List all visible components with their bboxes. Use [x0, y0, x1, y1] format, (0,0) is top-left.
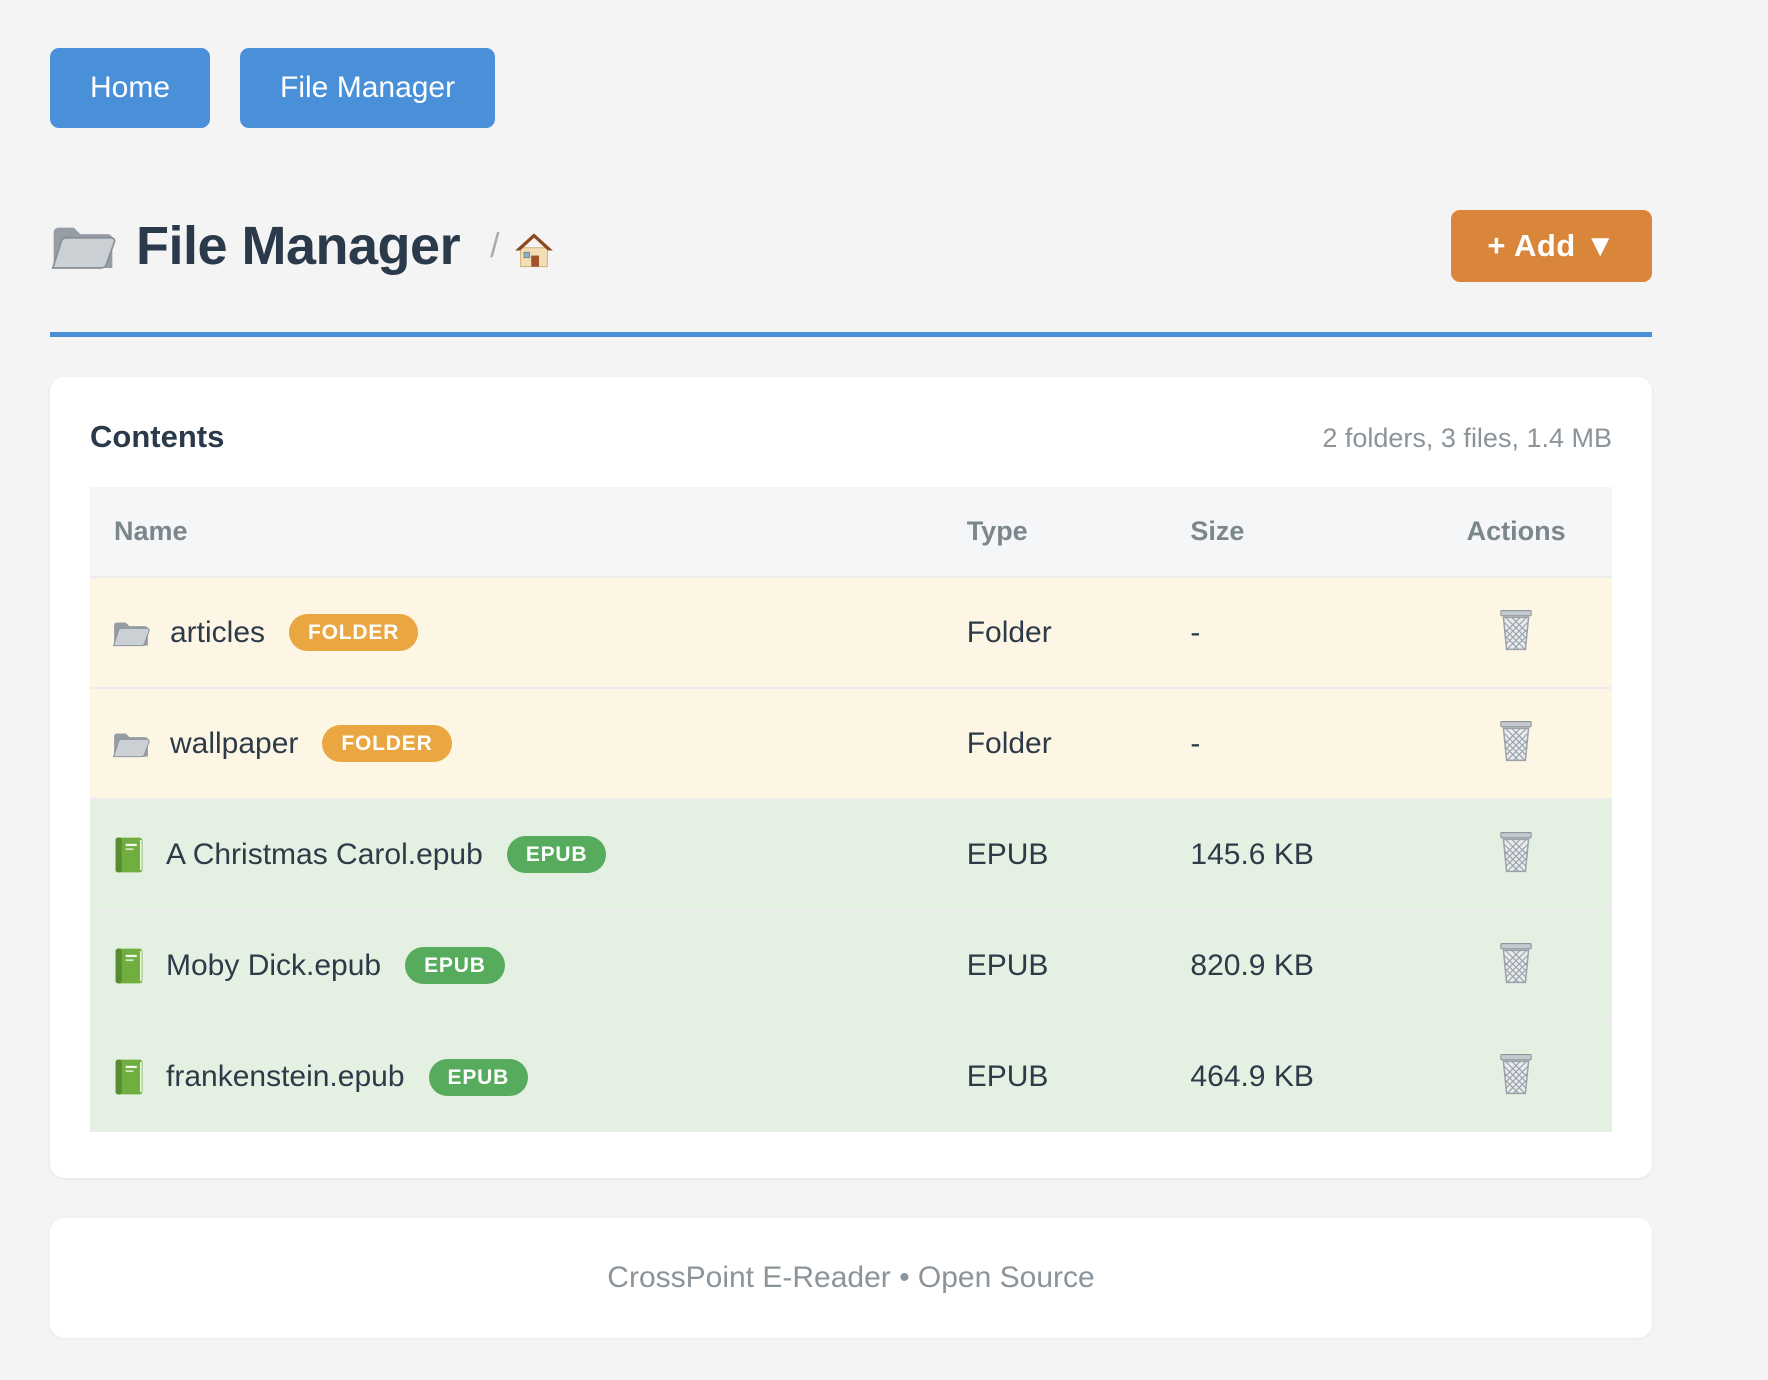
delete-button[interactable] — [1492, 938, 1540, 990]
file-name[interactable]: articles — [170, 615, 266, 649]
type-cell: EPUB — [966, 948, 1049, 982]
column-header-actions: Actions — [1420, 487, 1612, 577]
file-name[interactable]: wallpaper — [170, 726, 299, 760]
table-row[interactable]: A Christmas Carol.epub EPUB EPUB 145.6 K… — [90, 799, 1612, 910]
folder-icon — [113, 732, 150, 757]
type-badge: EPUB — [405, 947, 505, 984]
type-badge: FOLDER — [322, 725, 452, 762]
contents-summary: 2 folders, 3 files, 1.4 MB — [1322, 423, 1612, 453]
divider — [50, 332, 1652, 337]
file-name[interactable]: Moby Dick.epub — [166, 948, 382, 982]
trash-icon — [1496, 609, 1536, 653]
page: Home File Manager File Manager / + Add ▼… — [50, 0, 1652, 1338]
book-icon — [115, 1059, 143, 1095]
nav-file-manager-button[interactable]: File Manager — [240, 48, 496, 128]
trash-icon — [1496, 1053, 1536, 1097]
delete-button[interactable] — [1492, 716, 1540, 768]
nav-home-button[interactable]: Home — [50, 48, 211, 128]
type-badge: EPUB — [506, 836, 607, 873]
column-header-name: Name — [90, 487, 967, 577]
table-row[interactable]: articles FOLDER Folder - — [90, 577, 1612, 688]
folder-icon — [51, 226, 116, 269]
contents-card: Contents 2 folders, 3 files, 1.4 MB Name… — [50, 377, 1652, 1178]
table-row[interactable]: wallpaper FOLDER Folder - — [90, 688, 1612, 799]
card-title: Contents — [90, 419, 225, 454]
trash-icon — [1496, 831, 1536, 875]
add-button[interactable]: + Add ▼ — [1451, 210, 1652, 282]
size-cell: - — [1190, 726, 1201, 760]
footer: CrossPoint E-Reader • Open Source — [50, 1218, 1652, 1338]
file-table: Name Type Size Actions articles FOLDER F… — [90, 487, 1612, 1132]
column-header-type: Type — [966, 487, 1191, 577]
delete-button[interactable] — [1492, 605, 1540, 657]
delete-button[interactable] — [1492, 827, 1540, 879]
table-row[interactable]: Moby Dick.epub EPUB EPUB 820.9 KB — [90, 910, 1612, 1021]
trash-icon — [1496, 942, 1536, 986]
file-name[interactable]: A Christmas Carol.epub — [166, 837, 483, 871]
type-cell: EPUB — [966, 837, 1049, 871]
page-header: File Manager / + Add ▼ — [50, 210, 1652, 282]
table-row[interactable]: frankenstein.epub EPUB EPUB 464.9 KB — [90, 1021, 1612, 1132]
type-cell: Folder — [966, 615, 1052, 649]
type-cell: EPUB — [966, 1060, 1049, 1093]
type-badge: FOLDER — [289, 614, 419, 651]
table-header-row: Name Type Size Actions — [90, 487, 1612, 577]
table-body: articles FOLDER Folder - wallpaper FOLDE… — [90, 577, 1612, 1132]
footer-text: CrossPoint E-Reader • Open Source — [607, 1261, 1095, 1294]
top-nav: Home File Manager — [50, 48, 1652, 128]
size-cell: 145.6 KB — [1190, 837, 1314, 871]
column-header-size: Size — [1190, 487, 1421, 577]
size-cell: 464.9 KB — [1190, 1060, 1314, 1093]
book-icon — [115, 837, 143, 872]
delete-button[interactable] — [1492, 1049, 1540, 1101]
size-cell: - — [1190, 615, 1201, 649]
home-icon[interactable] — [514, 231, 554, 269]
page-title: File Manager — [136, 216, 461, 276]
type-badge: EPUB — [428, 1058, 529, 1096]
size-cell: 820.9 KB — [1190, 948, 1314, 982]
type-cell: Folder — [966, 726, 1052, 760]
file-name[interactable]: frankenstein.epub — [166, 1060, 405, 1093]
trash-icon — [1496, 720, 1536, 764]
book-icon — [115, 948, 143, 983]
folder-icon — [113, 621, 150, 646]
breadcrumb-separator: / — [490, 226, 500, 265]
